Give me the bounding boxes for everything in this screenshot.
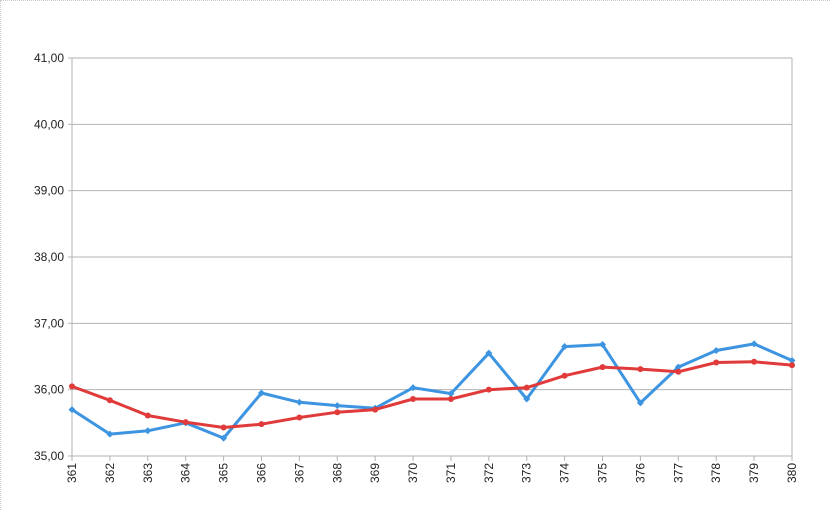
data-point xyxy=(636,399,644,407)
data-point xyxy=(712,347,720,355)
x-tick-label: 370 xyxy=(406,463,420,483)
y-tick-label: 38,00 xyxy=(34,250,64,264)
x-tick-label: 379 xyxy=(747,463,761,483)
data-point xyxy=(220,424,227,431)
y-tick-label: 40,00 xyxy=(34,117,64,131)
x-tick-label: 373 xyxy=(520,463,534,483)
data-point xyxy=(258,421,265,428)
page-top-border xyxy=(0,0,830,2)
data-point xyxy=(333,402,341,410)
data-point xyxy=(447,390,455,398)
x-tick-label: 377 xyxy=(671,463,685,483)
x-tick-label: 371 xyxy=(444,463,458,483)
y-tick-label: 41,00 xyxy=(34,51,64,65)
data-point xyxy=(523,395,531,403)
data-point xyxy=(220,434,228,442)
y-tick-label: 37,00 xyxy=(34,316,64,330)
data-point xyxy=(106,430,114,438)
y-tick-label: 36,00 xyxy=(34,383,64,397)
x-tick-label: 366 xyxy=(254,463,268,483)
x-tick-label: 374 xyxy=(558,463,572,483)
data-point xyxy=(713,359,720,366)
data-point xyxy=(409,384,417,392)
data-point xyxy=(410,395,417,402)
x-tick-label: 378 xyxy=(709,463,723,483)
x-tick-label: 364 xyxy=(179,463,193,483)
x-tick-label: 369 xyxy=(368,463,382,483)
data-point xyxy=(334,409,341,416)
x-tick-label: 365 xyxy=(217,463,231,483)
data-point xyxy=(789,362,795,369)
data-point xyxy=(447,395,454,402)
y-axis-ticks: 35,00 36,00 37,00 38,00 39,00 40,00 41,00 xyxy=(34,51,64,463)
data-point xyxy=(144,412,151,419)
data-point xyxy=(750,340,758,348)
data-point xyxy=(523,384,530,391)
axes xyxy=(68,57,793,461)
x-tick-label: 368 xyxy=(330,463,344,483)
data-point xyxy=(485,386,492,393)
data-point xyxy=(69,383,75,390)
data-point xyxy=(106,397,113,404)
data-point xyxy=(182,419,189,426)
data-point xyxy=(561,343,569,351)
x-tick-label: 376 xyxy=(633,463,647,483)
series-line xyxy=(71,342,793,440)
data-point xyxy=(788,356,796,364)
x-tick-label: 375 xyxy=(596,463,610,483)
data-point xyxy=(637,366,644,373)
x-tick-label: 362 xyxy=(103,463,117,483)
x-tick-label: 363 xyxy=(141,463,155,483)
data-point xyxy=(674,363,682,371)
x-tick-label: 367 xyxy=(292,463,306,483)
x-tick-label: 380 xyxy=(785,463,799,483)
series-line xyxy=(71,360,793,429)
data-point xyxy=(144,427,152,435)
x-tick-label: 361 xyxy=(65,463,79,483)
series-2 xyxy=(69,358,795,431)
x-tick-label: 372 xyxy=(482,463,496,483)
data-series xyxy=(68,340,796,442)
gridlines xyxy=(72,57,793,457)
page-left-border xyxy=(0,0,2,510)
data-point xyxy=(68,406,76,414)
data-point xyxy=(257,389,265,397)
data-point xyxy=(675,368,682,375)
data-point xyxy=(295,398,303,406)
x-axis-ticks: 361 362 363 364 365 366 367 368 369 370 371 372 373 3… xyxy=(65,463,799,483)
data-point xyxy=(599,364,606,371)
data-point xyxy=(751,358,758,365)
y-tick-label: 35,00 xyxy=(34,449,64,463)
data-point xyxy=(296,414,303,421)
data-point xyxy=(561,372,568,379)
data-point xyxy=(372,406,379,413)
series-1 xyxy=(68,340,796,442)
data-point xyxy=(485,349,493,357)
y-tick-label: 39,00 xyxy=(34,184,64,198)
data-point xyxy=(599,341,607,349)
